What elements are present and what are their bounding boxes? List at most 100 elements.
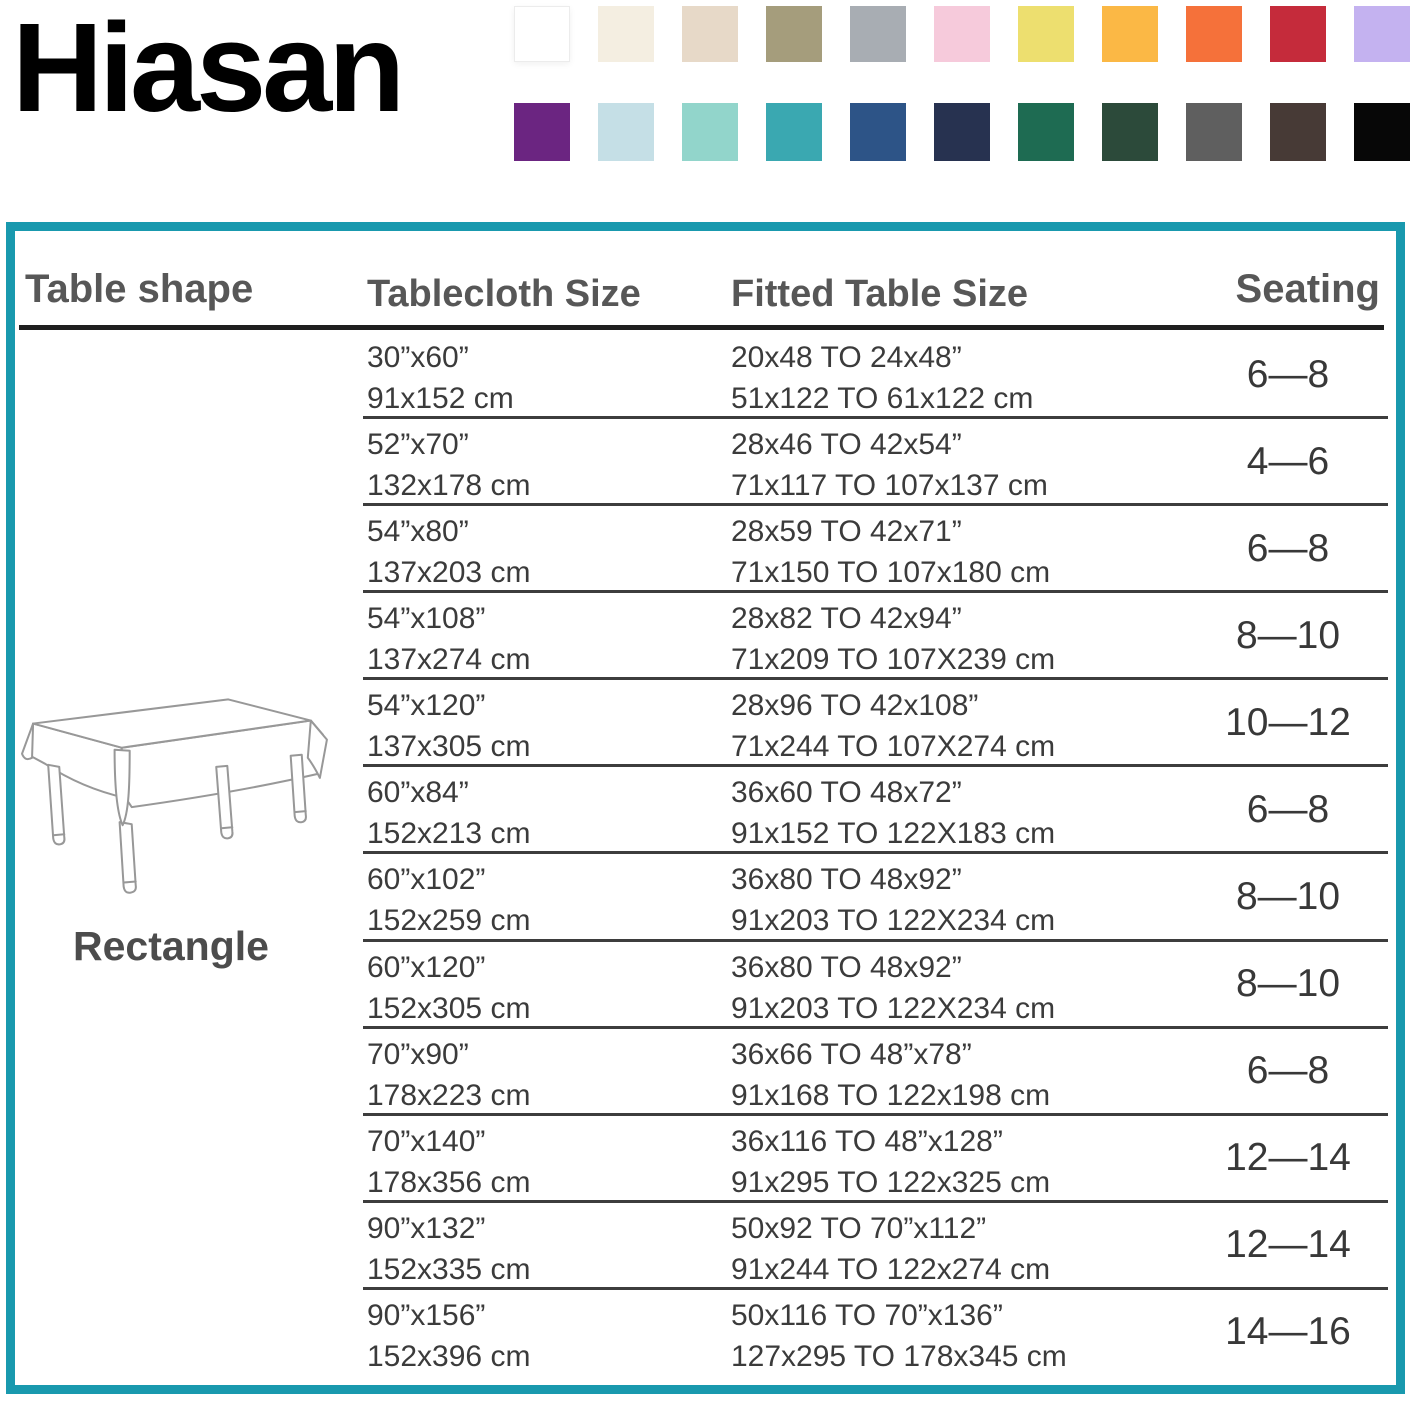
tablecloth-size-inches: 60”x120”	[367, 950, 486, 984]
tablecloth-size-inches: 52”x70”	[367, 428, 469, 462]
tablecloth-size-inches: 54”x120”	[367, 689, 486, 723]
tablecloth-size-cm: 132x178 cm	[367, 469, 531, 503]
tablecloth-size-cell: 60”x120” 152x305 cm	[367, 947, 530, 1029]
brand-logo: Hiasan	[12, 0, 405, 138]
tablecloth-size-inches: 70”x90”	[367, 1037, 469, 1071]
tablecloth-size-cell: 70”x90” 178x223 cm	[367, 1034, 530, 1116]
table-row: 70”x90” 178x223 cm 36x66 TO 48”x78” 91x168…	[15, 1028, 1396, 1116]
fitted-size-cell: 28x82 TO 42x94” 71x209 TO 107X239 cm	[731, 598, 1055, 680]
table-row: 70”x140” 178x356 cm 36x116 TO 48”x128” 91x…	[15, 1115, 1396, 1203]
column-header-fitted-table-size: Fitted Table Size	[731, 273, 1029, 315]
fitted-size-inches: 36x66 TO 48”x78”	[731, 1037, 972, 1071]
tablecloth-size-inches: 30”x60”	[367, 341, 469, 374]
seating-range: 12—14	[1225, 1223, 1351, 1267]
color-swatch-dark-green	[1102, 103, 1158, 161]
tablecloth-size-inches: 70”x140”	[367, 1124, 486, 1158]
table-row: 60”x120” 152x305 cm 36x80 TO 48x92” 91x203…	[15, 941, 1396, 1029]
color-swatch-lavender	[1354, 6, 1410, 62]
table-row: 54”x80” 137x203 cm 28x59 TO 42x71” 71x150 …	[15, 505, 1396, 594]
color-swatch-orange	[1186, 6, 1242, 62]
tablecloth-size-inches: 54”x108”	[367, 602, 486, 636]
color-swatch-red	[1270, 6, 1326, 62]
fitted-size-cm: 71x117 TO 107x137 cm	[731, 469, 1048, 503]
color-swatch-navy	[934, 103, 990, 161]
seating-range: 14—16	[1225, 1310, 1351, 1354]
tablecloth-size-cm: 152x305 cm	[367, 991, 531, 1025]
fitted-size-cm: 71x209 TO 107X239 cm	[731, 643, 1056, 677]
tablecloth-size-inches: 60”x102”	[367, 863, 486, 897]
table-row: 54”x120” 137x305 cm 28x96 TO 42x108” 71x24…	[15, 679, 1396, 768]
fitted-size-cell: 36x80 TO 48x92” 91x203 TO 122X234 cm	[731, 947, 1055, 1029]
fitted-size-inches: 28x82 TO 42x94”	[731, 602, 962, 636]
tablecloth-size-cell: 70”x140” 178x356 cm	[367, 1121, 530, 1203]
shape-label: Rectangle	[73, 923, 269, 969]
fitted-size-inches: 36x60 TO 48x72”	[731, 776, 962, 810]
fitted-size-cell: 50x92 TO 70”x112” 91x244 TO 122x274 cm	[731, 1208, 1050, 1290]
tablecloth-size-cell: 54”x108” 137x274 cm	[367, 598, 530, 680]
table-row: 52”x70” 132x178 cm 28x46 TO 42x54” 71x117 …	[15, 418, 1396, 507]
color-swatch-teal	[766, 103, 822, 161]
tablecloth-size-cm: 152x259 cm	[367, 904, 531, 938]
fitted-size-cm: 91x203 TO 122X234 cm	[731, 991, 1056, 1025]
fitted-size-cm: 91x244 TO 122x274 cm	[731, 1252, 1051, 1286]
seating-range: 8—10	[1235, 613, 1341, 657]
tablecloth-size-cell: 60”x84” 152x213 cm	[367, 772, 530, 854]
fitted-size-cm: 91x203 TO 122X234 cm	[731, 904, 1056, 938]
color-swatch-light-blue	[598, 103, 654, 161]
fitted-size-cm: 127x295 TO 178x345 cm	[731, 1339, 1067, 1373]
color-swatch-purple	[514, 103, 570, 161]
fitted-size-inches: 36x80 TO 48x92”	[731, 950, 962, 984]
fitted-size-cm: 91x295 TO 122x325 cm	[731, 1165, 1051, 1199]
fitted-size-cell: 28x96 TO 42x108” 71x244 TO 107X274 cm	[731, 685, 1055, 767]
size-rows: 30”x60” 91x152 cm 20x48 TO 24x48” 51x122 T…	[15, 331, 1396, 1376]
color-swatch-pink	[934, 6, 990, 62]
color-swatch-white	[514, 6, 570, 62]
seating-range: 6—8	[1246, 352, 1330, 396]
color-swatch-khaki	[766, 6, 822, 62]
color-swatch-palette	[514, 6, 1410, 161]
fitted-size-cm: 71x150 TO 107x180 cm	[731, 556, 1051, 590]
tablecloth-size-cell: 90”x132” 152x335 cm	[367, 1208, 530, 1290]
seating-range: 10—12	[1225, 700, 1351, 744]
tablecloth-size-cm: 152x396 cm	[367, 1339, 531, 1373]
seating-range: 8—10	[1235, 875, 1341, 918]
rectangle-table-icon	[21, 698, 328, 894]
fitted-size-cm: 91x152 TO 122X183 cm	[731, 817, 1056, 851]
fitted-size-cell: 20x48 TO 24x48” 51x122 TO 61x122 cm	[731, 337, 1033, 419]
fitted-size-inches: 28x59 TO 42x71”	[731, 515, 962, 549]
seating-range: 12—14	[1225, 1136, 1351, 1180]
tablecloth-size-cell: 54”x120” 137x305 cm	[367, 685, 530, 767]
fitted-size-inches: 50x116 TO 70”x136”	[731, 1298, 1003, 1332]
fitted-size-inches: 20x48 TO 24x48”	[731, 341, 962, 374]
column-header-table-shape: Table shape	[25, 267, 254, 311]
color-swatch-brown	[1270, 103, 1326, 161]
table-row: 60”x84” 152x213 cm 36x60 TO 48x72” 91x152 …	[15, 766, 1396, 855]
tablecloth-size-cm: 137x203 cm	[367, 556, 531, 590]
fitted-size-cm: 91x168 TO 122x198 cm	[731, 1078, 1051, 1112]
fitted-size-cm: 51x122 TO 61x122 cm	[731, 382, 1034, 415]
color-swatch-green	[1018, 103, 1074, 161]
header-divider	[19, 325, 1384, 330]
color-swatch-black	[1354, 103, 1410, 161]
seating-range: 6—8	[1246, 1049, 1330, 1093]
column-header-tablecloth-size: Tablecloth Size	[367, 273, 641, 315]
fitted-size-cell: 28x46 TO 42x54” 71x117 TO 107x137 cm	[731, 424, 1048, 506]
tablecloth-size-cm: 137x305 cm	[367, 730, 531, 764]
color-swatch-yellow	[1018, 6, 1074, 62]
color-swatch-aqua	[682, 103, 738, 161]
table-row: 90”x156” 152x396 cm 50x116 TO 70”x136” 127…	[15, 1289, 1396, 1376]
tablecloth-size-cm: 152x335 cm	[367, 1252, 531, 1286]
column-header-seating: Seating	[1235, 267, 1380, 311]
seating-range: 6—8	[1246, 526, 1330, 570]
tablecloth-size-cm: 152x213 cm	[367, 817, 531, 851]
color-swatch-gold	[1102, 6, 1158, 62]
fitted-size-cell: 50x116 TO 70”x136” 127x295 TO 178x345 cm	[731, 1295, 1067, 1377]
color-swatch-row-top	[514, 6, 1410, 62]
tablecloth-size-cm: 178x223 cm	[367, 1078, 531, 1112]
table-row: 54”x108” 137x274 cm 28x82 TO 42x94” 71x209…	[15, 592, 1396, 681]
fitted-size-cell: 36x116 TO 48”x128” 91x295 TO 122x325 cm	[731, 1121, 1050, 1203]
tablecloth-size-cell: 60”x102” 152x259 cm	[367, 859, 530, 941]
tablecloth-size-cm: 91x152 cm	[367, 382, 514, 415]
tablecloth-size-cm: 178x356 cm	[367, 1165, 531, 1199]
fitted-size-cell: 36x60 TO 48x72” 91x152 TO 122X183 cm	[731, 772, 1055, 854]
